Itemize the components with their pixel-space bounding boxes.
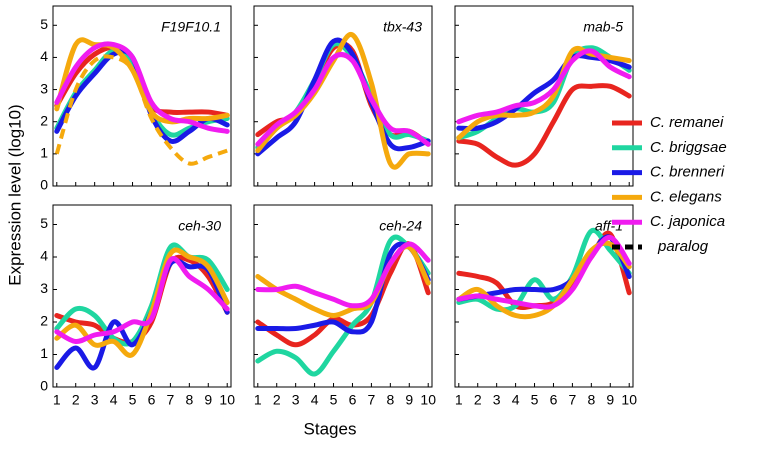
series-line [54, 256, 230, 345]
x-tick-label: 3 [292, 392, 300, 408]
series-line [54, 41, 230, 134]
x-tick-label: 7 [368, 392, 376, 408]
x-tick-label: 8 [185, 392, 193, 408]
panel-title: ceh-24 [379, 218, 422, 234]
x-tick-label: 1 [254, 392, 262, 408]
x-tick-label: 7 [569, 392, 577, 408]
x-tick-label: 1 [53, 392, 61, 408]
panel-title: mab-5 [583, 19, 623, 35]
x-tick-label: 2 [474, 392, 482, 408]
panel-frame [52, 5, 232, 187]
x-tick-label: 10 [621, 392, 637, 408]
y-tick-label: 0 [40, 177, 48, 193]
y-tick-label: 5 [40, 16, 48, 32]
panel-title: ceh-30 [178, 218, 221, 234]
series-line [255, 234, 431, 377]
x-tick-label: 2 [273, 392, 281, 408]
y-tick-label: 2 [40, 112, 48, 128]
x-tick-label: 1 [455, 392, 463, 408]
series-line [255, 32, 431, 170]
x-tick-label: 8 [386, 392, 394, 408]
series-line [54, 258, 230, 371]
series-line [54, 54, 228, 166]
y-tick-label: 2 [40, 313, 48, 329]
x-tick-label: 2 [72, 392, 80, 408]
x-tick-label: 4 [311, 392, 319, 408]
x-tick-label: 5 [531, 392, 539, 408]
legend-label: C. brenneri [650, 164, 725, 181]
x-tick-label: 5 [330, 392, 338, 408]
y-tick-label: 1 [40, 145, 48, 161]
x-axis-label: Stages [304, 419, 357, 438]
panel-frame [454, 5, 634, 187]
y-tick-label: 4 [40, 248, 48, 264]
y-axis-label: Expression level (log10) [5, 104, 24, 285]
x-tick-label: 9 [405, 392, 413, 408]
legend-label: C. briggsae [650, 139, 727, 156]
x-tick-label: 10 [420, 392, 436, 408]
x-tick-label: 8 [587, 392, 595, 408]
x-tick-label: 4 [512, 392, 520, 408]
panel-frame [52, 204, 232, 388]
series-line [456, 48, 632, 125]
legend-label: paralog [657, 238, 709, 255]
series-line [54, 247, 230, 358]
series-line [255, 241, 431, 309]
panel-frame [253, 5, 433, 187]
x-tick-label: 6 [550, 392, 558, 408]
series-line [456, 83, 632, 168]
legend-label: C. elegans [650, 188, 722, 205]
legend-label: C. japonica [650, 213, 725, 230]
legend-label: C. remanei [650, 114, 724, 131]
x-tick-label: 4 [110, 392, 118, 408]
y-tick-label: 3 [40, 80, 48, 96]
panel-title: tbx-43 [383, 19, 422, 35]
y-tick-label: 5 [40, 215, 48, 231]
x-tick-label: 3 [493, 392, 501, 408]
x-tick-label: 6 [148, 392, 156, 408]
panel-title: F19F10.1 [161, 19, 221, 35]
y-tick-label: 4 [40, 48, 48, 64]
series-line [456, 234, 632, 302]
series-line [255, 241, 431, 335]
x-tick-label: 6 [349, 392, 357, 408]
y-tick-label: 3 [40, 280, 48, 296]
x-tick-label: 3 [91, 392, 99, 408]
y-tick-label: 0 [40, 378, 48, 394]
x-tick-label: 9 [606, 392, 614, 408]
y-tick-label: 1 [40, 345, 48, 361]
x-tick-label: 10 [219, 392, 235, 408]
x-tick-label: 9 [204, 392, 212, 408]
series-line [456, 235, 632, 310]
x-tick-label: 5 [129, 392, 137, 408]
series-line [255, 51, 431, 147]
x-tick-label: 7 [167, 392, 175, 408]
panel-frame [454, 204, 634, 388]
panel-frame [253, 204, 433, 388]
